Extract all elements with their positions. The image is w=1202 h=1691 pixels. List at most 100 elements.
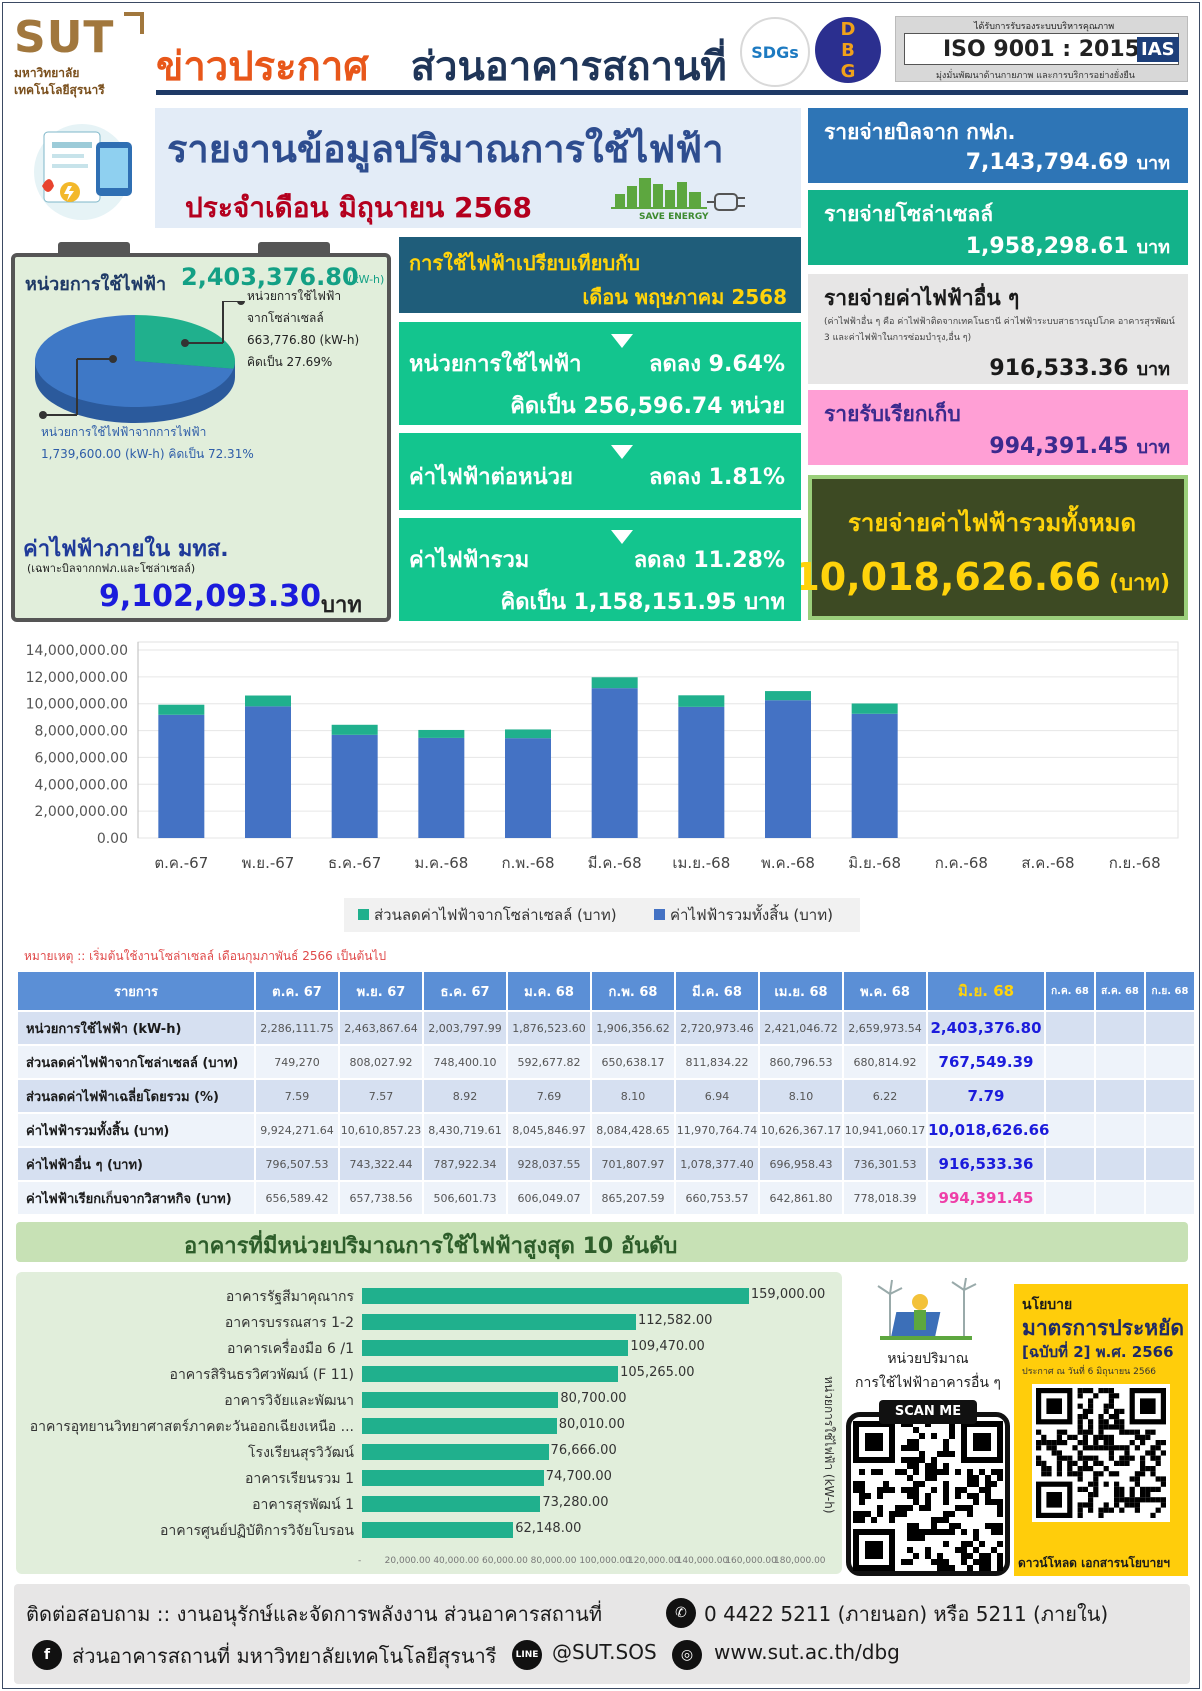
table-cell: 8.10 [758, 1078, 844, 1114]
qr-module [1082, 1445, 1088, 1451]
qr-module [931, 1559, 937, 1565]
table-row-label: ค่าไฟฟ้าอื่น ๆ (บาท) [16, 1146, 256, 1182]
y-tick-label: 10,000,000.00 [26, 697, 128, 713]
qr-module [997, 1529, 1003, 1535]
top10-bar [362, 1366, 619, 1382]
qr-module [913, 1499, 919, 1505]
qr-module [1051, 1445, 1057, 1451]
qr-module [1119, 1445, 1125, 1451]
qr-module [997, 1505, 1003, 1511]
qr-module [1145, 1466, 1151, 1472]
internal-cost-value: 9,102,093.30 [99, 579, 322, 614]
qr-module [1108, 1445, 1114, 1451]
table-cell: 1,078,377.40 [674, 1146, 760, 1182]
legend-box [344, 898, 860, 932]
qr-module [1124, 1497, 1130, 1503]
footer-line-id[interactable]: @SUT.SOS [552, 1640, 657, 1664]
qr-module [961, 1529, 967, 1535]
qr-code-icon[interactable] [853, 1421, 1003, 1571]
policy-qr-frame[interactable] [1032, 1384, 1170, 1522]
qr-module [1082, 1414, 1088, 1420]
qr-module [961, 1547, 967, 1553]
qr-module [1103, 1403, 1109, 1409]
qr-module [943, 1445, 949, 1451]
card-total-value: 10,018,626.66 (บาท) [793, 555, 1170, 599]
other-buildings-qr-frame[interactable] [846, 1412, 1010, 1576]
qr-module [1082, 1502, 1088, 1508]
qr-module [931, 1457, 937, 1463]
qr-module [1077, 1424, 1083, 1430]
qr-module [991, 1499, 997, 1505]
qr-module [979, 1559, 985, 1565]
table-row: ค่าไฟฟ้าอื่น ๆ (บาท) 796,507.53 743,322.44… [16, 1146, 1196, 1182]
qr-module [919, 1535, 925, 1541]
qr-module [913, 1445, 919, 1451]
table-cell: 650,638.17 [590, 1044, 676, 1080]
logo-corner-icon [124, 12, 144, 34]
usage-pie-chart [35, 301, 245, 423]
qr-module [889, 1517, 895, 1523]
qr-module [979, 1565, 985, 1571]
table-header-cell: ก.ย. 68 [1144, 970, 1196, 1012]
table-cell: 10,610,857.23 [338, 1112, 424, 1148]
policy-download-label[interactable]: ดาวน์โหลด เอกสารนโยบายฯ [1018, 1556, 1171, 1570]
qr-module [1067, 1471, 1073, 1477]
top10-bar [362, 1496, 541, 1512]
policy-qr-code-icon[interactable] [1036, 1388, 1166, 1518]
qr-module [1150, 1455, 1156, 1461]
table-header-cell: พ.ย. 67 [338, 970, 424, 1012]
x-tick-label: ก.ย.-68 [1109, 854, 1161, 872]
qr-module [1155, 1455, 1161, 1461]
logo-mark: SUT [14, 12, 115, 63]
qr-module [1134, 1445, 1140, 1451]
qr-module [1155, 1445, 1161, 1451]
qr-module [907, 1445, 913, 1451]
qr-module [1108, 1440, 1114, 1446]
table-cell [1044, 1044, 1096, 1080]
qr-module [1140, 1460, 1146, 1466]
comparison-total-cost: ค่าไฟฟ้ารวม ลดลง 11.28% คิดเป็น 1,158,15… [399, 518, 801, 621]
bar-solar-discount [158, 704, 205, 715]
qr-module [1103, 1408, 1109, 1414]
top10-bar [362, 1418, 557, 1434]
qr-module [1145, 1450, 1151, 1456]
qr-module [1098, 1388, 1104, 1394]
table-cell [1094, 1010, 1146, 1046]
qr-module [859, 1469, 865, 1475]
qr-module [1119, 1408, 1125, 1414]
table-row-label: ค่าไฟฟ้าเรียกเก็บจากวิสาหกิจ (บาท) [16, 1180, 256, 1216]
top10-bar [362, 1288, 749, 1304]
qr-module [997, 1499, 1003, 1505]
iso-main: ISO 9001 : 2015 IAS [904, 33, 1179, 65]
x-tick-label: พ.ค.-68 [761, 854, 815, 872]
qr-module [1067, 1455, 1073, 1461]
qr-finder [865, 1541, 883, 1559]
qr-module [943, 1469, 949, 1475]
footer-website[interactable]: www.sut.ac.th/dbg [714, 1640, 900, 1664]
qr-module [1088, 1419, 1094, 1425]
table-row-label: ส่วนลดค่าไฟฟ้าจากโซล่าเซลล์ (บาท) [16, 1044, 256, 1080]
card-collected-revenue: รายรับเรียกเก็บ 994,391.45 บาท [808, 390, 1188, 465]
table-cell: 1,876,523.60 [506, 1010, 592, 1046]
policy-kicker: นโยบาย [1022, 1297, 1073, 1313]
qr-module [1041, 1440, 1047, 1446]
top10-value-label: 105,265.00 [620, 1365, 695, 1380]
y-tick-label: 6,000,000.00 [34, 750, 128, 766]
table-cell: 642,861.80 [758, 1180, 844, 1216]
facebook-icon: f [32, 1640, 62, 1670]
table-cell: 8.10 [590, 1078, 676, 1114]
x-tick-label: ม.ค.-68 [414, 854, 468, 872]
qr-module [907, 1475, 913, 1481]
table-row: ส่วนลดค่าไฟฟ้าเฉลี่ยโดยรวม (%) 7.59 7.57 8.… [16, 1078, 1196, 1114]
qr-module [1046, 1440, 1052, 1446]
legend-label-total: ค่าไฟฟ้ารวมทั้งสิ้น (บาท) [670, 904, 833, 924]
qr-module [925, 1421, 931, 1427]
qr-module [1114, 1486, 1120, 1492]
policy-title: มาตรการประหยัด [1022, 1316, 1185, 1340]
qr-module [1077, 1388, 1083, 1394]
footer-phone[interactable]: 0 4422 5211 (ภายนอก) หรือ 5211 (ภายใน) [704, 1602, 1109, 1626]
table-cell: 994,391.45 [926, 1180, 1046, 1216]
footer-facebook[interactable]: ส่วนอาคารสถานที่ มหาวิทยาลัยเทคโนโลยีสุร… [72, 1644, 497, 1668]
top10-value-label: 73,280.00 [542, 1495, 609, 1510]
qr-module [1041, 1434, 1047, 1440]
